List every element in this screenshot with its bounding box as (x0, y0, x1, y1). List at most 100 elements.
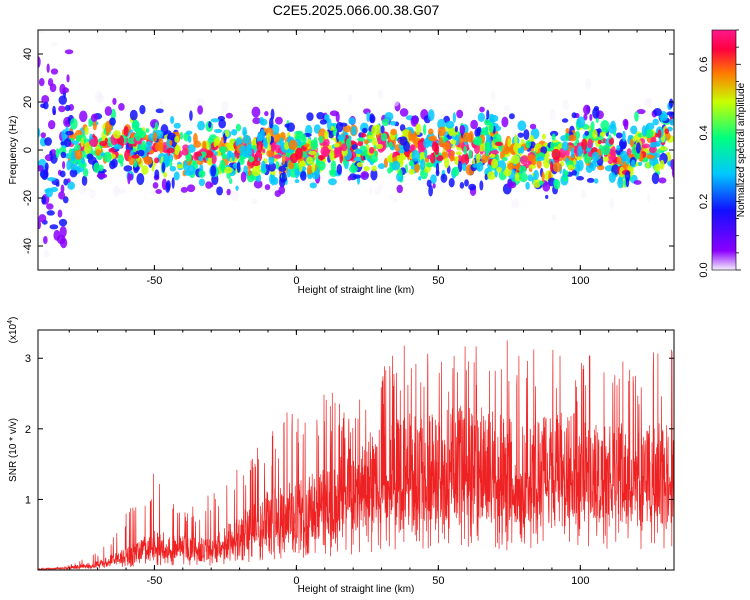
heatmap-cell (374, 186, 382, 196)
heatmap-cell (563, 170, 569, 176)
heatmap-cell (66, 160, 71, 171)
heatmap-cell (279, 137, 284, 148)
heatmap-cell (38, 220, 41, 230)
heatmap-cell (337, 134, 346, 141)
spectrogram-y-tick-labels: -40 -20 0 20 40 (22, 48, 34, 254)
heatmap-cell (520, 155, 529, 165)
heatmap-cell (155, 108, 164, 114)
heatmap-cell (209, 182, 214, 188)
heatmap-cell (47, 120, 56, 130)
heatmap-cell (41, 195, 47, 205)
heatmap-cell (641, 143, 651, 149)
heatmap-cell (63, 178, 69, 186)
heatmap-cell (617, 177, 624, 189)
heatmap-cell (334, 145, 342, 158)
heatmap-cell (426, 154, 433, 160)
heatmap-cell (490, 90, 496, 101)
heatmap-cell (288, 161, 295, 170)
heatmap-cell (369, 186, 373, 195)
heatmap-cell (464, 179, 469, 187)
heatmap-cell (83, 141, 92, 154)
heatmap-cell (65, 130, 74, 136)
heatmap-cell (476, 161, 484, 172)
heatmap-cell (189, 110, 193, 121)
heatmap-cell (440, 173, 448, 183)
heatmap-cell (49, 150, 53, 156)
heatmap-cell (552, 162, 562, 173)
heatmap-cell (448, 126, 455, 137)
heatmap-cell (634, 111, 639, 122)
heatmap-cell (139, 104, 146, 115)
heatmap-cell (53, 229, 61, 241)
heatmap-cell (95, 149, 101, 156)
heatmap-cell (496, 166, 503, 173)
heatmap-cell (501, 147, 510, 155)
heatmap-cell (219, 146, 228, 153)
heatmap-cell (420, 158, 426, 171)
heatmap-cell (216, 186, 223, 196)
heatmap-cell (163, 152, 170, 165)
heatmap-cell (311, 161, 316, 173)
heatmap-cell (226, 188, 231, 196)
heatmap-cell (187, 135, 192, 143)
heatmap-cell (602, 156, 609, 162)
heatmap-cell (370, 169, 378, 181)
heatmap-cell (306, 156, 314, 165)
heatmap-cell (67, 181, 76, 190)
heatmap-cell (666, 111, 674, 116)
heatmap-cell (58, 191, 66, 200)
heatmap-cell (414, 163, 420, 173)
heatmap-cell (196, 97, 205, 109)
heatmap-cell (108, 147, 116, 153)
spectrogram-ticks (38, 30, 674, 270)
heatmap-cell (455, 151, 462, 156)
heatmap-cell (410, 133, 417, 143)
heatmap-cell (109, 160, 116, 170)
snr-y-tick-labels: 1 2 3 (25, 353, 31, 506)
heatmap-cell (90, 113, 98, 122)
spectrogram-y-tick-label: 40 (22, 48, 34, 60)
heatmap-cell (112, 130, 121, 139)
heatmap-cell (415, 123, 422, 136)
heatmap-cell (208, 121, 212, 129)
heatmap-cell (186, 184, 196, 193)
heatmap-cell (610, 152, 617, 161)
heatmap-cell (130, 149, 134, 157)
heatmap-cell (333, 142, 340, 148)
heatmap-cell (115, 184, 119, 193)
heatmap-cell (456, 109, 464, 119)
heatmap-cell (485, 134, 491, 143)
colorbar-tick-labels: 0.0 0.2 0.4 0.6 (698, 57, 710, 278)
heatmap-cell (474, 127, 481, 138)
heatmap-cell (220, 101, 229, 113)
heatmap-cell (462, 132, 471, 143)
heatmap-cell (44, 137, 52, 146)
heatmap-cell (669, 98, 674, 109)
heatmap-cell (651, 172, 660, 185)
colorbar-tick-label: 0.4 (698, 125, 710, 140)
heatmap-cell (459, 124, 466, 135)
heatmap-cell (62, 87, 70, 94)
heatmap-cell (601, 144, 611, 156)
heatmap-cell (489, 153, 496, 158)
heatmap-cell (437, 126, 446, 137)
heatmap-cell (536, 159, 542, 169)
heatmap-cell (477, 112, 486, 122)
heatmap-cell (659, 146, 668, 151)
heatmap-cell (630, 159, 636, 168)
heatmap-cell (302, 134, 307, 145)
heatmap-cell (149, 189, 156, 195)
heatmap-cell (127, 172, 131, 185)
heatmap-cell (236, 161, 241, 173)
spectrogram-heatmap (38, 30, 674, 258)
heatmap-cell (470, 119, 478, 130)
heatmap-cell (454, 155, 459, 162)
heatmap-cell (286, 122, 296, 133)
heatmap-cell (369, 114, 376, 124)
heatmap-cell (424, 148, 428, 159)
heatmap-cell (198, 178, 206, 187)
heatmap-cell (363, 165, 370, 172)
heatmap-cell (218, 119, 227, 129)
heatmap-cell (214, 128, 223, 134)
heatmap-cell (171, 177, 175, 189)
